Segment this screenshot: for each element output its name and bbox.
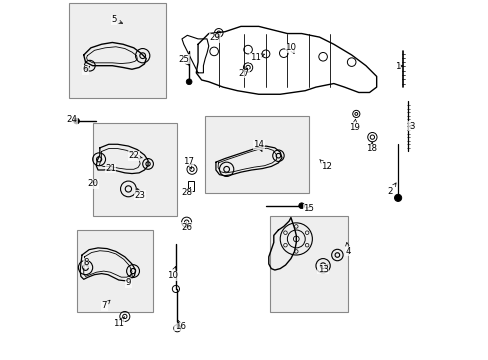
Text: 27: 27 (238, 68, 249, 78)
Text: 12: 12 (319, 159, 331, 171)
Text: 21: 21 (105, 164, 116, 173)
Text: 13: 13 (317, 264, 328, 274)
Circle shape (74, 118, 80, 124)
Text: 25: 25 (178, 55, 189, 65)
Bar (187, 181, 194, 192)
Text: 4: 4 (345, 242, 350, 256)
Text: 28: 28 (182, 188, 192, 197)
Text: 15: 15 (303, 204, 314, 213)
Bar (69, 3, 165, 98)
Text: 18: 18 (365, 142, 376, 153)
Text: 10: 10 (166, 266, 178, 280)
Text: 14: 14 (253, 140, 264, 152)
Text: 6: 6 (82, 66, 89, 75)
Bar (269, 216, 347, 312)
Text: 11: 11 (113, 316, 124, 328)
Circle shape (186, 79, 192, 85)
Circle shape (394, 194, 401, 202)
Text: 24: 24 (67, 116, 78, 125)
Text: 23: 23 (134, 189, 145, 199)
Text: 9: 9 (125, 274, 132, 287)
Bar (93, 123, 176, 216)
Text: 1: 1 (394, 62, 402, 71)
Text: 10: 10 (285, 43, 296, 54)
Text: 16: 16 (174, 320, 185, 331)
Text: 11: 11 (249, 53, 264, 62)
Text: 17: 17 (182, 157, 193, 169)
Text: 7: 7 (102, 300, 110, 310)
Text: 8: 8 (83, 258, 89, 267)
Text: 5: 5 (111, 15, 122, 24)
Text: 20: 20 (87, 179, 98, 188)
Circle shape (298, 203, 304, 208)
Text: 2: 2 (386, 183, 395, 196)
Bar (205, 116, 308, 193)
Bar (77, 230, 153, 312)
Text: 26: 26 (181, 222, 192, 231)
Text: 19: 19 (348, 119, 359, 132)
Text: 29: 29 (209, 33, 220, 42)
Text: 22: 22 (128, 151, 142, 160)
Text: 3: 3 (407, 122, 414, 131)
